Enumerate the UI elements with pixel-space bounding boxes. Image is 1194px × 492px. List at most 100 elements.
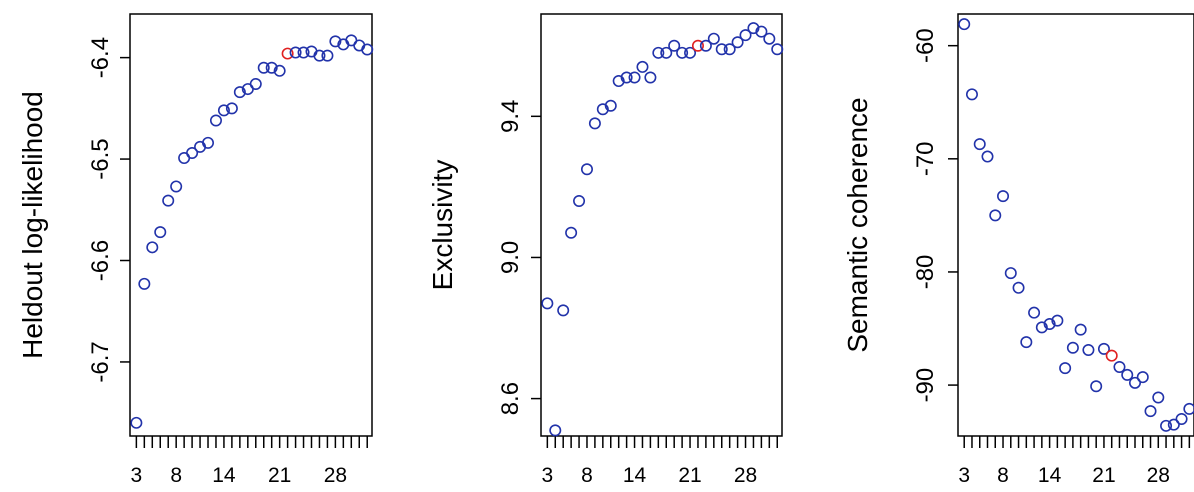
x-tick-label: 8 xyxy=(581,464,593,487)
data-point xyxy=(265,61,278,74)
x-tick-label: 21 xyxy=(678,464,701,487)
data-point xyxy=(604,99,617,112)
data-point xyxy=(162,194,175,207)
data-point xyxy=(321,49,334,62)
data-point xyxy=(652,46,665,59)
x-tick-label: 14 xyxy=(623,464,647,487)
data-point xyxy=(209,114,222,127)
data-point xyxy=(541,297,554,310)
data-point xyxy=(549,424,562,437)
data-point xyxy=(715,43,728,56)
data-point-highlighted xyxy=(1105,349,1118,362)
data-point xyxy=(225,102,238,115)
y-tick-label: -90 xyxy=(912,368,939,403)
data-point xyxy=(588,117,601,130)
data-point xyxy=(644,71,657,84)
data-point xyxy=(958,18,971,31)
data-point xyxy=(620,71,633,84)
y-axis-label: Heldout log-likelihood xyxy=(17,91,48,359)
data-point xyxy=(1051,314,1064,327)
y-tick-label: 8.6 xyxy=(497,382,524,415)
data-point xyxy=(707,32,720,45)
data-point xyxy=(1004,267,1017,280)
data-point xyxy=(1012,281,1025,294)
data-point xyxy=(965,88,978,101)
data-point xyxy=(249,77,262,90)
data-point xyxy=(1082,344,1095,357)
data-point xyxy=(154,226,167,239)
chart-panel-3: -90 -80 -70 -60 3 8 14 21 28 Semantic coherence xyxy=(842,13,1194,487)
data-point xyxy=(1074,323,1087,336)
y-tick-label: -6.7 xyxy=(87,341,114,382)
data-point xyxy=(233,86,246,99)
x-tick-label: 8 xyxy=(997,464,1009,487)
x-tick-label: 14 xyxy=(212,464,236,487)
data-point xyxy=(1097,342,1110,355)
data-point xyxy=(739,29,752,42)
data-point xyxy=(755,25,768,38)
data-point xyxy=(557,304,570,317)
data-point xyxy=(660,46,673,59)
data-point xyxy=(1059,362,1072,375)
plot-frame xyxy=(957,13,1194,437)
data-point xyxy=(1020,336,1033,349)
data-point xyxy=(257,61,270,74)
data-point xyxy=(731,36,744,49)
data-point xyxy=(1160,419,1173,432)
data-point xyxy=(1028,306,1041,319)
data-point xyxy=(565,226,578,239)
data-point xyxy=(1183,402,1194,415)
data-point xyxy=(1129,376,1142,389)
x-tick-label: 3 xyxy=(958,464,970,487)
data-point xyxy=(130,416,143,429)
data-point xyxy=(1043,317,1056,330)
data-point-highlighted xyxy=(691,39,704,52)
y-axis-label: Exclusivity xyxy=(427,160,458,291)
data-point xyxy=(628,71,641,84)
data-point xyxy=(981,150,994,163)
x-tick-label: 21 xyxy=(268,464,291,487)
data-point xyxy=(973,138,986,151)
data-point xyxy=(297,46,310,59)
data-point xyxy=(763,32,776,45)
data-point xyxy=(1167,418,1180,431)
x-tick-label: 28 xyxy=(324,464,347,487)
x-tick-label: 3 xyxy=(131,464,143,487)
y-tick-label: -6.4 xyxy=(87,37,114,78)
x-tick-label: 28 xyxy=(1147,464,1170,487)
data-point xyxy=(676,46,689,59)
data-point xyxy=(573,195,586,208)
data-point xyxy=(668,39,681,52)
data-point xyxy=(1113,360,1126,373)
chart-panel-2: 8.6 9.0 9.4 3 8 14 21 28 Exclusivity xyxy=(427,13,784,487)
data-point xyxy=(699,39,712,52)
data-point xyxy=(1090,380,1103,393)
data-point xyxy=(313,49,326,62)
chart-panel-1: -6.7 -6.6 -6.5 -6.4 3 8 14 21 28 Heldout log-like… xyxy=(17,13,374,487)
data-point xyxy=(329,35,342,48)
data-point xyxy=(989,209,1002,222)
data-point xyxy=(580,163,593,176)
data-point xyxy=(1144,405,1157,418)
data-point xyxy=(186,146,199,159)
data-point xyxy=(997,190,1010,203)
data-point xyxy=(1121,368,1134,381)
data-point xyxy=(146,241,159,254)
data-point xyxy=(771,43,784,56)
y-axis-label: Semantic coherence xyxy=(842,97,873,352)
data-point xyxy=(361,43,374,56)
data-point-highlighted xyxy=(281,47,294,60)
data-point xyxy=(273,64,286,77)
data-point xyxy=(138,277,151,290)
data-point xyxy=(1066,341,1079,354)
plot-frame xyxy=(129,13,373,437)
y-tick-label: -80 xyxy=(912,255,939,290)
y-tick-label: -6.6 xyxy=(87,240,114,281)
data-point xyxy=(170,180,183,193)
y-tick-label: -60 xyxy=(912,28,939,63)
data-point xyxy=(636,60,649,73)
y-tick-label: -70 xyxy=(912,141,939,176)
data-point xyxy=(202,136,215,149)
plot-frame xyxy=(540,13,783,437)
